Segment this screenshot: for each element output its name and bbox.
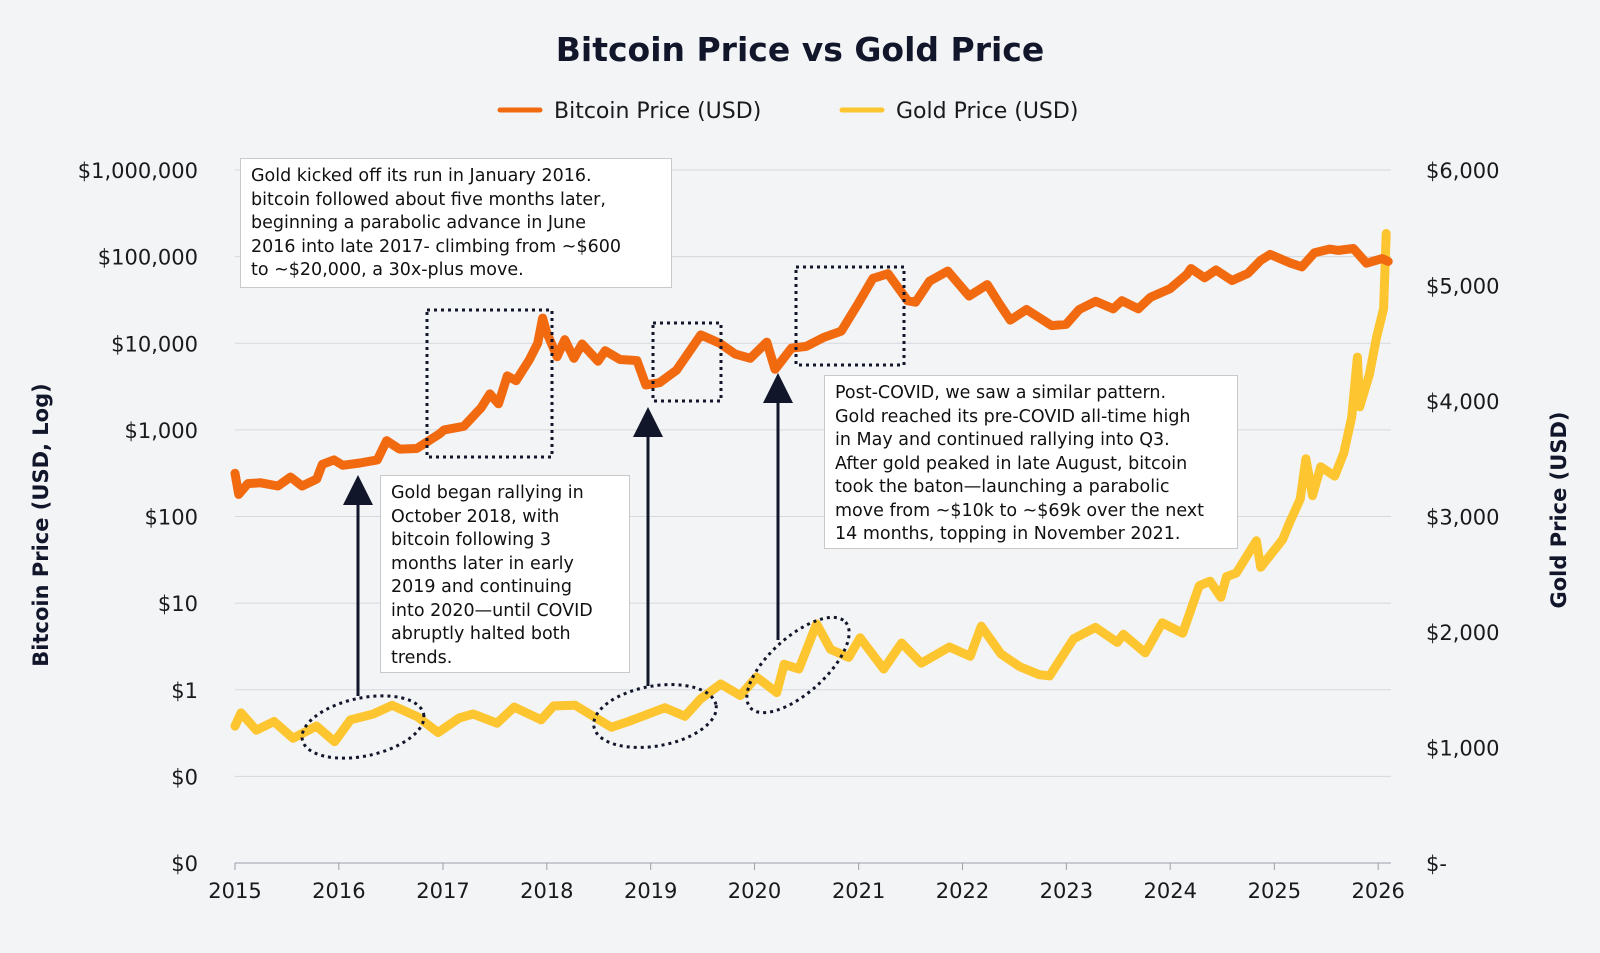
x-tick-label: 2026 [1351,879,1404,903]
annotation-note-covid: Post-COVID, we saw a similar pattern. Go… [824,375,1238,549]
left-tick-label: $100 [145,506,198,530]
legend: Bitcoin Price (USD) Gold Price (USD) [497,99,1078,124]
right-tick-label: $5,000 [1426,275,1499,299]
right-axis-title: Gold Price (USD) [1547,412,1571,609]
annotation-arrows [343,373,793,696]
highlight-box-2017 [425,308,554,459]
highlight-ellipse-2019 [592,683,718,749]
right-tick-label: $3,000 [1426,506,1499,530]
right-tick-label: $1,000 [1426,737,1499,761]
x-tick-label: 2017 [416,879,469,903]
left-tick-label: $1,000,000 [78,159,198,183]
series-layer [230,229,1393,747]
x-tick-label: 2015 [208,879,261,903]
chart-title: Bitcoin Price vs Gold Price [556,30,1045,69]
left-tick-label: $1 [171,679,198,703]
left-tick-label: $0 [171,852,198,876]
right-axis-ticks: $6,000 $5,000 $4,000 $3,000 $2,000 $1,000 $- [1426,159,1499,876]
left-axis-title: Bitcoin Price (USD, Log) [29,383,53,666]
highlight-ellipse-2016 [300,694,426,760]
annotation-highlights [300,265,906,760]
annotation-note-2018: Gold began rallying in October 2018, wit… [380,475,630,673]
x-tick-label: 2018 [520,879,573,903]
highlight-box-2019 [651,321,723,403]
highlight-box-2021 [794,265,906,367]
x-tick-label: 2020 [728,879,781,903]
highlight-ellipse-2020 [745,615,851,715]
x-axis-ticks: 2015 2016 2017 2018 2019 2020 2021 2022 2023 2024… [208,862,1405,903]
legend-label-gold: Gold Price (USD) [896,99,1078,124]
left-tick-label: $0 [171,765,198,789]
x-tick-label: 2021 [832,879,885,903]
x-tick-label: 2019 [624,879,677,903]
x-tick-label: 2023 [1040,879,1093,903]
legend-label-bitcoin: Bitcoin Price (USD) [554,99,761,124]
annotation-note-2016: Gold kicked off its run in January 2016.… [240,158,672,288]
x-tick-label: 2025 [1248,879,1301,903]
left-tick-label: $100,000 [98,246,198,270]
right-tick-label: $- [1426,852,1447,876]
right-tick-label: $2,000 [1426,621,1499,645]
left-tick-label: $10,000 [111,332,198,356]
left-tick-label: $10 [158,592,198,616]
left-tick-label: $1,000 [125,419,198,443]
left-axis-ticks: $1,000,000 $100,000 $10,000 $1,000 $100 $10 $1… [78,159,198,876]
x-tick-label: 2016 [312,879,365,903]
right-tick-label: $4,000 [1426,390,1499,414]
series-line-gold [230,229,1391,747]
right-tick-label: $6,000 [1426,159,1499,183]
series-line-bitcoin [230,244,1393,499]
x-tick-label: 2022 [936,879,989,903]
x-tick-label: 2024 [1143,879,1196,903]
